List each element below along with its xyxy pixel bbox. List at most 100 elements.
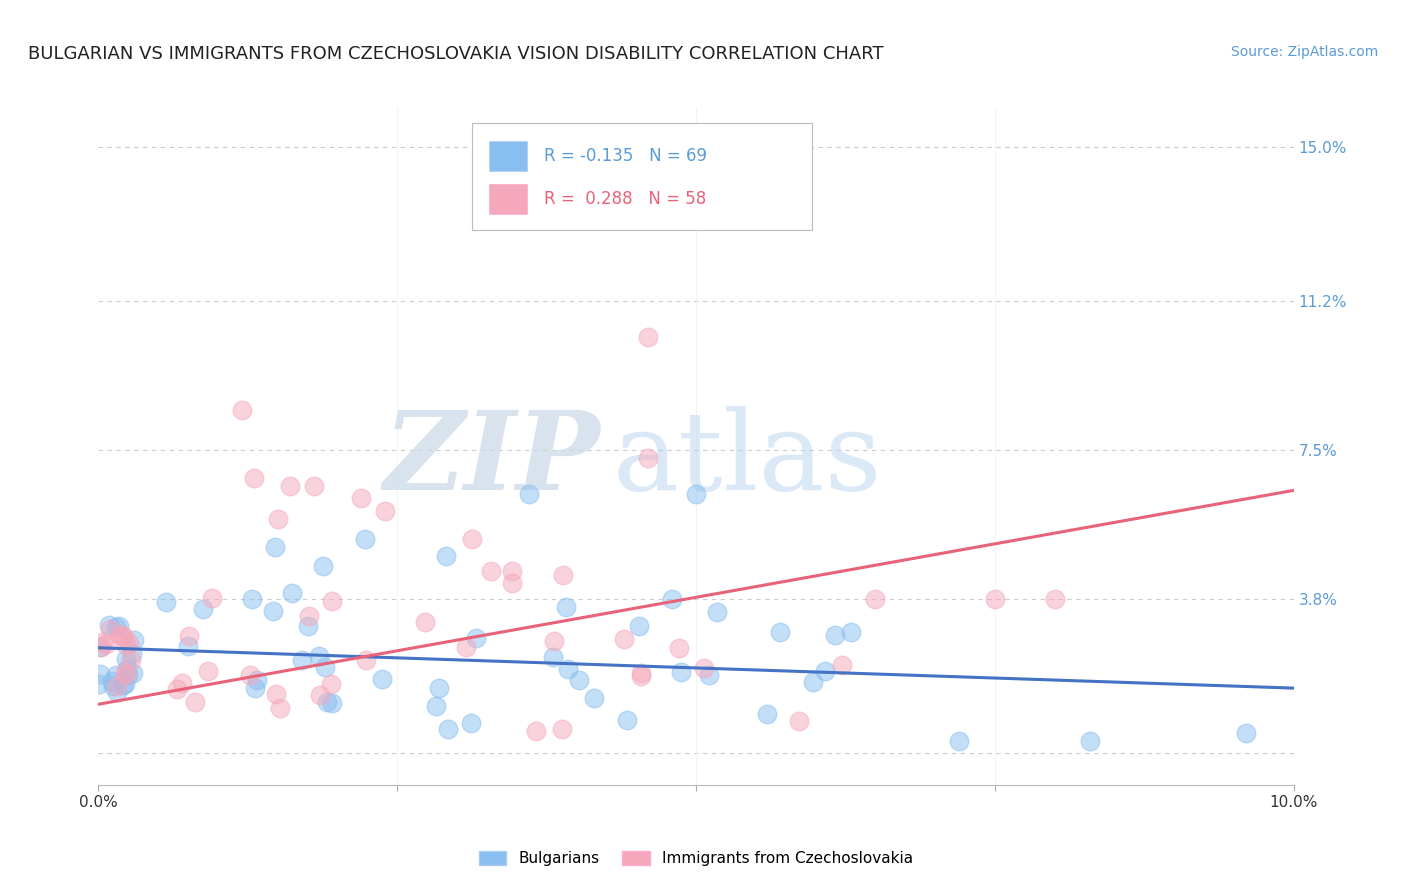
Point [117,662,139,676]
Point [201,591,224,605]
Point [841,624,863,639]
Point [1234,725,1257,739]
Point [308,648,330,663]
Point [240,591,263,606]
FancyBboxPatch shape [489,141,527,171]
Point [104,619,127,633]
Point [98,623,121,637]
Point [239,668,262,682]
Point [1080,733,1102,747]
Point [316,695,339,709]
FancyBboxPatch shape [489,184,527,214]
Point [557,662,579,676]
Point [114,665,136,679]
Point [101,679,124,693]
Point [101,673,124,688]
Point [105,668,128,682]
Point [267,511,290,525]
Point [302,479,325,493]
Point [280,585,302,599]
Point [1043,592,1066,607]
Point [671,665,693,679]
Point [555,599,578,614]
Text: R =  0.288   N = 58: R = 0.288 N = 58 [544,190,706,208]
Point [630,669,652,683]
Point [479,564,502,578]
Point [89,640,111,655]
Point [91,635,114,649]
Legend: Bulgarians, Immigrants from Czechoslovakia: Bulgarians, Immigrants from Czechoslovak… [472,845,920,872]
Point [437,723,460,737]
Point [111,628,134,642]
Point [114,638,136,652]
Point [321,677,343,691]
Point [637,330,659,344]
Point [370,673,392,687]
FancyBboxPatch shape [472,122,811,230]
Point [543,633,565,648]
Point [98,618,121,632]
Text: BULGARIAN VS IMMIGRANTS FROM CZECHOSLOVAKIA VISION DISABILITY CORRELATION CHART: BULGARIAN VS IMMIGRANTS FROM CZECHOSLOVA… [28,45,884,62]
Point [321,594,343,608]
Point [155,594,177,608]
Point [314,659,336,673]
Point [425,699,447,714]
Point [115,652,138,666]
Point [90,640,112,655]
Point [297,618,319,632]
Point [706,605,728,619]
Point [801,675,824,690]
Point [110,628,132,642]
Point [661,592,683,607]
Point [524,724,547,739]
Point [308,688,330,702]
Point [262,604,284,618]
Point [374,503,396,517]
Point [637,451,659,466]
Point [89,667,111,681]
Point [350,491,373,506]
Point [693,661,716,675]
Point [984,592,1007,607]
Point [616,713,638,727]
Point [117,668,139,682]
Point [184,695,207,709]
Point [427,681,450,696]
Point [501,564,523,578]
Point [179,629,201,643]
Text: atlas: atlas [613,406,882,513]
Point [245,681,267,695]
Point [434,549,457,563]
Point [769,624,792,639]
Point [177,639,200,653]
Point [460,532,482,546]
Point [115,668,138,682]
Point [501,576,523,591]
Point [278,479,301,493]
Point [321,696,343,710]
Point [193,602,215,616]
Point [543,649,565,664]
Point [170,676,193,690]
Point [122,666,145,681]
Point [668,640,690,655]
Point [553,568,575,582]
Point [697,668,720,682]
Point [112,630,135,644]
Point [114,677,136,691]
Point [105,684,128,698]
Point [551,722,574,736]
Point [464,631,486,645]
Point [413,615,436,629]
Point [354,533,377,547]
Point [107,619,129,633]
Text: ZIP: ZIP [384,406,600,513]
Point [121,647,143,661]
Point [264,687,287,701]
Point [312,558,335,573]
Point [568,673,591,687]
Point [583,691,606,706]
Point [685,487,707,501]
Point [787,714,810,728]
Point [122,633,145,648]
